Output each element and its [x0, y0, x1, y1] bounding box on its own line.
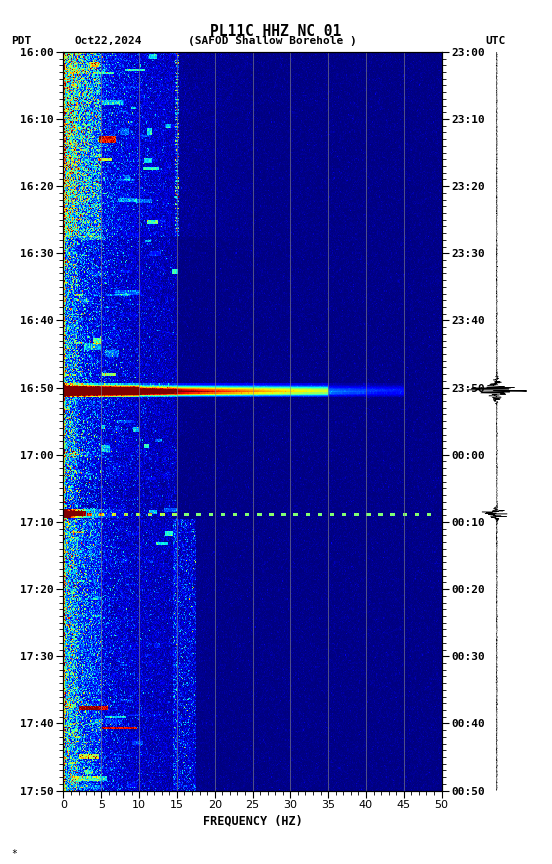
Text: Oct22,2024: Oct22,2024	[75, 36, 142, 47]
X-axis label: FREQUENCY (HZ): FREQUENCY (HZ)	[203, 815, 302, 828]
Text: UTC: UTC	[486, 36, 506, 47]
Text: PL11C HHZ NC 01: PL11C HHZ NC 01	[210, 24, 342, 40]
Text: PDT: PDT	[11, 36, 31, 47]
Text: *: *	[11, 849, 17, 859]
Text: (SAFOD Shallow Borehole ): (SAFOD Shallow Borehole )	[188, 36, 357, 47]
